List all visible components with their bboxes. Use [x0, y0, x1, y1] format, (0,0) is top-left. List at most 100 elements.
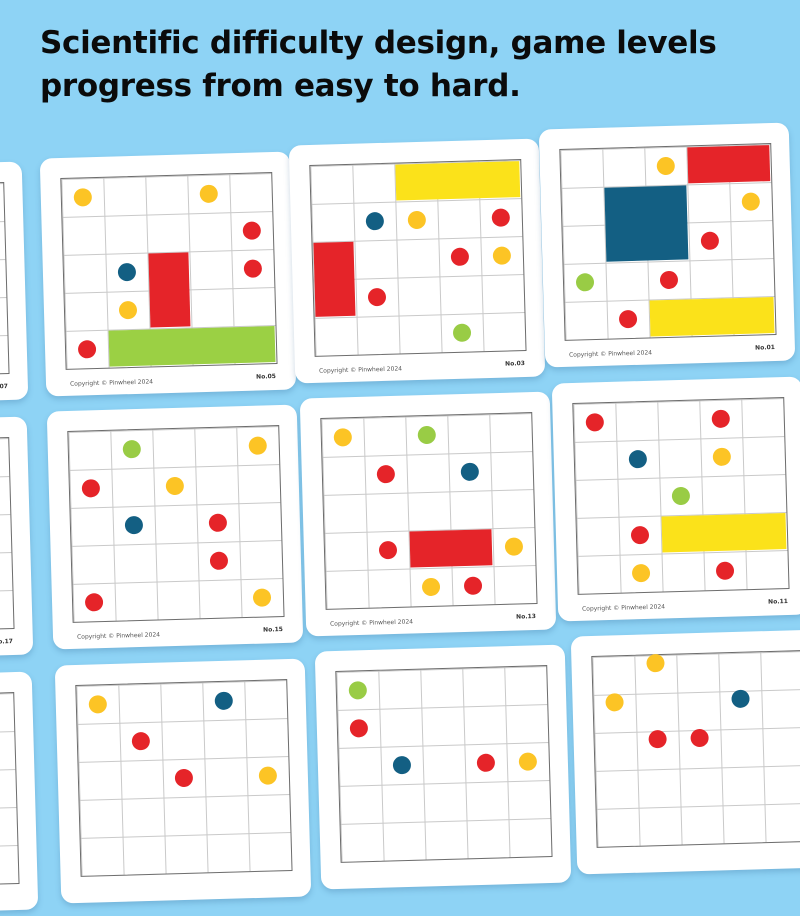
- headline-line-1: Scientific difficulty design, game level…: [40, 25, 717, 61]
- red-dot: [648, 729, 667, 748]
- copyright-text: Copyright © Pinwheel 2024: [69, 378, 154, 388]
- green-dot: [417, 425, 437, 445]
- blue-dot: [365, 211, 385, 231]
- headline-line-2: progress from easy to hard.: [40, 68, 521, 104]
- red-dot: [618, 309, 638, 329]
- red-block: [313, 241, 356, 317]
- level-card: [0, 671, 39, 916]
- level-number: No.05: [256, 373, 277, 381]
- yellow-dot: [741, 192, 761, 211]
- red-dot: [700, 231, 720, 251]
- red-dot: [690, 728, 709, 747]
- red-dot: [630, 525, 650, 545]
- level-card: Copyright © Pinwheel 2024 No.05: [39, 151, 297, 397]
- level-number: No.03: [505, 360, 526, 368]
- red-dot: [659, 270, 679, 290]
- yellow-dot: [333, 428, 353, 447]
- level-card: Copyright © Pinwheel 2024 No.11: [551, 376, 800, 622]
- yellow-dot: [631, 563, 651, 583]
- red-block: [687, 145, 771, 184]
- yellow-dot: [605, 692, 624, 712]
- yellow-dot: [258, 766, 278, 785]
- copyright-text: Copyright © Pinwheel 2024: [581, 603, 666, 613]
- yellow-dot: [73, 188, 93, 207]
- yellow-dot: [252, 588, 272, 607]
- red-block: [409, 529, 493, 568]
- copyright-text: Copyright © Pinwheel 2024: [329, 618, 414, 628]
- yellow-dot: [118, 300, 138, 320]
- level-number: No.01: [755, 344, 776, 352]
- puzzle-board: [60, 172, 278, 370]
- blue-dot: [117, 262, 137, 282]
- red-dot: [81, 479, 101, 498]
- level-card-grid: No.07 Copyright © Pinwheel 2024 No.05 Copyr…: [0, 122, 800, 916]
- level-card: Copyright © Pinwheel 2024 No.01: [538, 122, 796, 368]
- red-dot: [450, 247, 470, 267]
- level-card: No.17: [0, 416, 34, 662]
- puzzle-board: [0, 182, 10, 380]
- puzzle-board: [67, 425, 285, 623]
- puzzle-board: [75, 679, 293, 877]
- level-number: No.11: [768, 598, 789, 606]
- yellow-block: [649, 297, 775, 337]
- red-dot: [243, 259, 263, 278]
- green-dot: [452, 323, 472, 343]
- yellow-dot: [656, 156, 676, 176]
- red-dot: [242, 221, 262, 240]
- red-dot: [585, 413, 605, 432]
- red-dot: [715, 561, 735, 581]
- level-number: No.15: [263, 626, 284, 634]
- red-dot: [463, 576, 483, 596]
- level-number: No.17: [0, 638, 14, 646]
- level-card: No.07: [0, 161, 29, 407]
- blue-dot: [214, 691, 234, 711]
- green-block: [108, 326, 276, 367]
- red-dot: [476, 753, 496, 773]
- puzzle-board: [0, 437, 15, 635]
- green-dot: [122, 439, 142, 459]
- yellow-dot: [199, 184, 219, 204]
- yellow-block: [395, 161, 521, 201]
- yellow-dot: [504, 537, 524, 556]
- green-dot: [348, 681, 368, 700]
- yellow-dot: [712, 447, 732, 467]
- headline: Scientific difficulty design, game level…: [40, 22, 780, 108]
- level-card: Copyright © Pinwheel 2024 No.15: [46, 404, 304, 650]
- level-number: No.13: [516, 613, 537, 621]
- blue-dot: [392, 755, 412, 775]
- red-dot: [376, 464, 396, 484]
- yellow-dot: [492, 246, 512, 265]
- blue-block: [604, 185, 689, 262]
- puzzle-board: [0, 692, 20, 890]
- red-dot: [367, 287, 387, 307]
- puzzle-board: [320, 412, 538, 610]
- blue-dot: [460, 462, 480, 482]
- copyright-text: Copyright © Pinwheel 2024: [318, 365, 403, 375]
- red-dot: [77, 340, 97, 359]
- yellow-dot: [518, 752, 538, 771]
- level-card: Copyright © Pinwheel 2024 No.13: [299, 391, 557, 637]
- red-block: [148, 252, 191, 328]
- red-dot: [84, 593, 104, 612]
- copyright-text: Copyright © Pinwheel 2024: [568, 349, 653, 359]
- blue-dot: [731, 689, 750, 708]
- yellow-block: [661, 513, 787, 553]
- level-card: [54, 658, 312, 904]
- yellow-dot: [421, 577, 441, 597]
- green-dot: [671, 486, 691, 506]
- red-dot: [209, 551, 229, 571]
- puzzle-board: [309, 159, 527, 357]
- red-dot: [378, 540, 398, 560]
- blue-dot: [628, 449, 648, 469]
- yellow-dot: [646, 653, 665, 673]
- red-dot: [711, 409, 731, 429]
- copyright-text: Copyright © Pinwheel 2024: [76, 631, 161, 641]
- yellow-dot: [407, 210, 427, 230]
- red-dot: [174, 768, 194, 788]
- puzzle-board: [591, 650, 800, 848]
- blue-dot: [124, 515, 144, 535]
- level-card: Copyright © Pinwheel 2024 No.03: [288, 138, 546, 384]
- puzzle-board: [572, 397, 790, 595]
- green-dot: [575, 273, 595, 292]
- red-dot: [349, 719, 369, 738]
